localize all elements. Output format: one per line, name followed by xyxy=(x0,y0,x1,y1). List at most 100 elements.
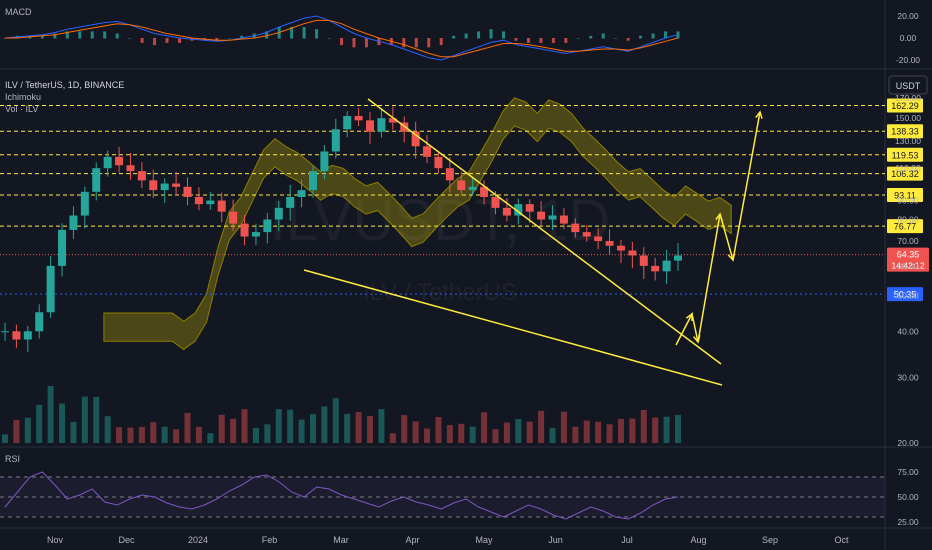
candle-body xyxy=(229,211,238,224)
macd-histogram-bar xyxy=(464,33,468,39)
current-price-countdown: 14:42:12 xyxy=(891,261,924,271)
macd-histogram-bar xyxy=(65,31,69,39)
volume-bar xyxy=(503,422,510,443)
indicator-ichimoku[interactable]: Ichimoku xyxy=(5,92,41,102)
main-title: ILV / TetherUS, 1D, BINANCE xyxy=(5,80,124,90)
volume-bar xyxy=(173,429,180,443)
horizontal-levels: 162.29 138.33 119.53 106.32 93.11 76.77 50.35 6… xyxy=(0,98,929,302)
time-tick-label: Aug xyxy=(690,535,706,545)
price-tick-label: 80.00 xyxy=(897,215,919,225)
macd-histogram-bar xyxy=(115,33,119,39)
volume-bar xyxy=(36,404,43,443)
volume-bar xyxy=(309,414,316,443)
candle-body xyxy=(537,211,546,220)
macd-line xyxy=(4,15,679,61)
price-tick-label: 60.00 xyxy=(897,261,919,271)
macd-histogram-bar xyxy=(452,35,456,39)
candle-body xyxy=(457,180,466,191)
wedge-upper-line xyxy=(367,98,722,365)
macd-histogram-bar xyxy=(78,31,82,39)
candle-body xyxy=(662,260,671,272)
macd-histogram-bar xyxy=(227,38,231,39)
volume-bar xyxy=(663,416,670,443)
level-badge-label: 119.53 xyxy=(892,150,919,160)
candle-body xyxy=(594,236,603,242)
candle-body xyxy=(571,223,580,233)
price-tick-label: 70.00 xyxy=(897,236,919,246)
volume-bar xyxy=(298,419,305,443)
volume-bar xyxy=(515,419,522,443)
macd-histogram-bar xyxy=(40,35,44,39)
macd-histogram-bar xyxy=(352,38,356,48)
volume-bar xyxy=(640,410,647,443)
macd-histogram-bar xyxy=(477,31,481,39)
time-tick-label: Mar xyxy=(333,535,349,545)
candle-body xyxy=(251,232,260,237)
volume-bar xyxy=(424,428,431,443)
candle-body xyxy=(80,191,89,216)
volume-bar xyxy=(81,396,88,443)
time-axis: Nov Dec 2024 Feb Mar Apr May Jun Jul Aug Sep Oct xyxy=(47,535,849,545)
level-badge-label: 138.33 xyxy=(891,127,919,137)
volume-bar xyxy=(230,418,237,443)
volume-bar xyxy=(549,428,556,443)
price-tick-label: 30.00 xyxy=(897,373,919,383)
time-tick-label: Jul xyxy=(621,535,633,545)
candle-body xyxy=(434,156,443,169)
volume-bar xyxy=(435,417,442,443)
wedge-lower-line xyxy=(303,269,723,386)
current-price-label: 64.35 xyxy=(897,250,920,260)
volume-bar xyxy=(458,423,465,443)
currency-button[interactable] xyxy=(888,75,928,95)
signal-line xyxy=(5,19,679,58)
volume-bar xyxy=(344,413,351,443)
candle-body xyxy=(628,250,637,256)
time-tick-label: Feb xyxy=(262,535,278,545)
candle-body xyxy=(23,331,32,340)
projection-arrowhead xyxy=(685,312,693,322)
candle-body xyxy=(194,196,203,205)
macd-histogram-bar xyxy=(177,38,181,43)
candle-body xyxy=(320,151,329,172)
macd-histogram-bar xyxy=(576,38,580,39)
macd-histogram-bar xyxy=(103,31,107,39)
volume-bar xyxy=(138,426,145,443)
projection-arrowhead xyxy=(693,335,701,344)
macd-histogram-bar xyxy=(526,38,530,43)
support-badge-label: 50.35 xyxy=(894,290,917,300)
macd-histogram-bar xyxy=(601,33,605,39)
time-tick-label: Nov xyxy=(47,535,64,545)
candle-body xyxy=(206,200,215,205)
candle-body xyxy=(331,129,340,152)
macd-histogram-bar xyxy=(514,38,518,41)
price-tick-label: 90.00 xyxy=(897,196,919,206)
indicator-vol[interactable]: Vol · ILV xyxy=(5,104,38,114)
price-tick-label: 150.00 xyxy=(895,113,921,123)
macd-tick-label: -20.00 xyxy=(896,55,920,65)
time-tick-label: May xyxy=(475,535,493,545)
candle-body xyxy=(548,215,557,220)
macd-histogram-bar xyxy=(265,31,269,39)
candle-body xyxy=(12,331,21,340)
macd-histogram-bar xyxy=(551,38,555,43)
time-tick-label: Sep xyxy=(762,535,778,545)
candle-body xyxy=(674,255,682,261)
macd-histogram-bar xyxy=(414,38,418,48)
macd-tick-label: 0.00 xyxy=(900,33,917,43)
price-tick-label: 110.00 xyxy=(895,163,921,173)
macd-histogram-bar xyxy=(153,38,157,46)
macd-histogram-bar xyxy=(53,33,57,39)
level-badge-label: 106.32 xyxy=(891,169,919,179)
volume-bar xyxy=(47,386,54,443)
time-tick-label: Jun xyxy=(548,535,563,545)
candle-body xyxy=(502,207,511,216)
candle-body xyxy=(354,116,363,121)
candle-body xyxy=(172,183,181,187)
level-badge xyxy=(887,124,923,139)
volume-bar xyxy=(526,421,533,443)
volume-bar xyxy=(13,419,20,443)
level-badge xyxy=(887,147,923,162)
candle-body xyxy=(343,116,352,130)
level-badge-label: 93.11 xyxy=(894,191,916,201)
